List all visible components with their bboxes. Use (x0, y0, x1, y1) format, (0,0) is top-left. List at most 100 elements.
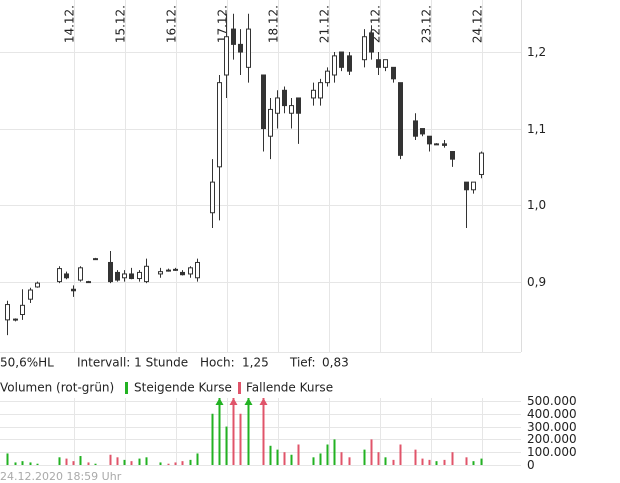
candle-body (144, 265, 149, 283)
volume-label: Volumen (rot-grün) (0, 381, 114, 395)
legend-swatch (125, 382, 128, 394)
candle-body (442, 143, 447, 146)
footer: 24.12.2020 18:59 Uhr (0, 470, 122, 483)
candle-body (13, 318, 18, 321)
candle-body (188, 267, 193, 275)
candle-body (289, 105, 294, 114)
candle-body (275, 97, 280, 114)
volume-bar (87, 462, 90, 465)
candle-body (86, 281, 91, 284)
volume-bar (428, 459, 431, 465)
volume-bar (333, 439, 336, 465)
volume-bar (348, 457, 351, 465)
candle-body (427, 135, 432, 145)
volume-bar (29, 462, 32, 465)
volume-bar (181, 461, 184, 465)
candle-body (479, 152, 484, 175)
volume-tick-label: 100.000 (527, 445, 577, 459)
volume-bar (58, 457, 61, 465)
volume-bar (480, 458, 483, 465)
volume-tick-label: 200.000 (527, 432, 577, 446)
volume-bar (312, 457, 315, 465)
candle-body (261, 74, 266, 130)
volume-bar (79, 456, 82, 465)
candle-body (28, 289, 33, 300)
volume-bar (6, 453, 9, 465)
candle-body (231, 28, 236, 45)
volume-bar (109, 454, 112, 465)
candle-body (71, 288, 76, 292)
y-tick-label: 1,1 (527, 122, 546, 136)
candle-body (434, 143, 439, 146)
volume-bar (421, 458, 424, 465)
volume-bar (399, 444, 402, 465)
candle-body (383, 59, 388, 68)
volume-bars (6, 398, 483, 465)
volume-bar (247, 398, 250, 465)
volume-bar (384, 457, 387, 465)
candle-body (339, 51, 344, 68)
candle-body (325, 70, 330, 84)
y-tick-label: 1,0 (527, 198, 546, 212)
overflow-arrow (244, 398, 253, 405)
info-range: 50,6%HL (0, 356, 54, 370)
x-tick-label: 21.12. (318, 5, 332, 43)
legend-falling: Fallende Kurse (246, 381, 333, 395)
candle-body (137, 271, 142, 280)
volume-bar (283, 452, 286, 465)
candle-body (180, 271, 185, 276)
candle-body (173, 268, 178, 271)
volume-bar (262, 398, 265, 465)
x-tick-label: 18.12. (267, 5, 281, 43)
info-low-label: Tief: (289, 356, 316, 370)
x-tick-label: 14.12. (63, 5, 77, 43)
legend-rising: Steigende Kurse (134, 381, 232, 395)
volume-tick-label: 0 (527, 458, 535, 472)
x-tick-label: 15.12. (114, 5, 128, 43)
volume-bar (196, 453, 199, 465)
candle-body (311, 89, 316, 99)
candle-body (20, 304, 25, 316)
candle-body (64, 273, 69, 279)
volume-bar (414, 449, 417, 465)
volume-bar (239, 413, 242, 465)
candle-body (362, 36, 367, 61)
volume-bar (363, 449, 366, 465)
volume-bar (94, 463, 97, 465)
overflow-arrow (259, 398, 268, 405)
volume-bar (232, 398, 235, 465)
volume-bar (377, 452, 380, 465)
candle-body (398, 82, 403, 156)
volume-bar (159, 462, 162, 465)
candle-body (195, 261, 200, 279)
candle-body (210, 181, 215, 214)
candle-body (282, 89, 287, 107)
candle-body (93, 258, 98, 261)
candle-body (246, 28, 251, 68)
volume-bar (443, 459, 446, 465)
volume-bar (138, 458, 141, 465)
volume-bar (319, 453, 322, 465)
candle-body (450, 151, 455, 160)
candle-body (108, 261, 113, 283)
candle-body (318, 82, 323, 99)
candle-body (217, 82, 222, 168)
volume-bar (370, 439, 373, 465)
volume-bar (326, 444, 329, 465)
volume-bar (130, 461, 133, 465)
volume-tick-label: 500.000 (527, 394, 577, 408)
y-tick-label: 0,9 (527, 275, 546, 289)
volume-bar (211, 413, 214, 465)
volume-bar (392, 459, 395, 465)
volume-tick-label: 400.000 (527, 407, 577, 421)
volume-bar (65, 458, 68, 465)
candle-body (115, 271, 120, 281)
volume-bar (225, 426, 228, 465)
overflow-arrow (215, 398, 224, 405)
volume-bar (465, 457, 468, 465)
candle-body (369, 32, 374, 53)
volume-bar (36, 463, 39, 465)
candle-body (332, 55, 337, 76)
candle-body (78, 267, 83, 281)
